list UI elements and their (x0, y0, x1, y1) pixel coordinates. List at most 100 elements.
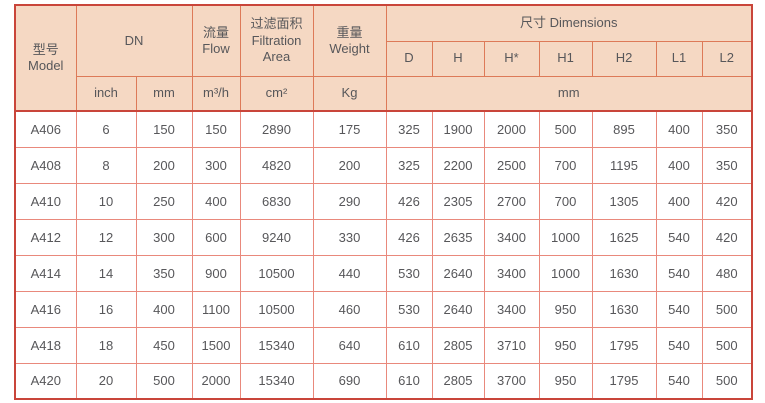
cell-flow: 600 (191, 218, 241, 256)
cell-h1: 700 (538, 182, 593, 220)
cell-mm: 500 (135, 362, 193, 400)
cell-d: 426 (385, 218, 433, 256)
cell-h2: 1795 (591, 362, 657, 400)
cell-inch: 16 (75, 290, 137, 328)
cell-h1: 950 (538, 290, 593, 328)
cell-mm: 150 (135, 110, 193, 148)
cell-d: 530 (385, 290, 433, 328)
cell-h2: 1630 (591, 290, 657, 328)
cell-h1: 700 (538, 146, 593, 184)
header-unit-inch: inch (75, 75, 137, 112)
table-row: A410 10 250 400 6830 290 426 2305 2700 7… (14, 182, 753, 220)
cell-flow: 900 (191, 254, 241, 292)
cell-l1: 540 (655, 254, 703, 292)
cell-l2: 500 (701, 362, 753, 400)
cell-area: 10500 (239, 254, 314, 292)
cell-weight: 460 (312, 290, 387, 328)
cell-h: 1900 (431, 110, 485, 148)
cell-area: 2890 (239, 110, 314, 148)
header-unit-mm-span: mm (385, 75, 753, 112)
cell-weight: 440 (312, 254, 387, 292)
cell-weight: 200 (312, 146, 387, 184)
cell-weight: 330 (312, 218, 387, 256)
cell-inch: 12 (75, 218, 137, 256)
header-unit-cm2: cm² (239, 75, 314, 112)
cell-h: 2640 (431, 290, 485, 328)
cell-hstar: 2000 (483, 110, 540, 148)
table-row: A418 18 450 1500 15340 640 610 2805 3710… (14, 326, 753, 364)
header-weight: 重量 Weight (312, 4, 387, 77)
cell-flow: 2000 (191, 362, 241, 400)
cell-d: 610 (385, 362, 433, 400)
cell-l1: 540 (655, 290, 703, 328)
header-row-1: 型号 Model DN 流量 Flow 过滤面积 Filtration Area… (14, 4, 753, 112)
cell-l2: 500 (701, 326, 753, 364)
spec-table: 型号 Model DN 流量 Flow 过滤面积 Filtration Area… (14, 4, 753, 400)
cell-weight: 175 (312, 110, 387, 148)
cell-h: 2805 (431, 362, 485, 400)
cell-inch: 6 (75, 110, 137, 148)
cell-inch: 10 (75, 182, 137, 220)
table-header: 型号 Model DN 流量 Flow 过滤面积 Filtration Area… (14, 4, 753, 112)
cell-mm: 400 (135, 290, 193, 328)
cell-l2: 420 (701, 218, 753, 256)
cell-h2: 1305 (591, 182, 657, 220)
cell-d: 610 (385, 326, 433, 364)
cell-flow: 1100 (191, 290, 241, 328)
header-row-2: D H H* H1 H2 L1 L2 (15, 40, 753, 77)
cell-h1: 500 (538, 110, 593, 148)
cell-l1: 400 (655, 110, 703, 148)
cell-d: 426 (385, 182, 433, 220)
cell-l2: 500 (701, 290, 753, 328)
header-dim-h: H (431, 40, 485, 77)
header-model: 型号 Model (14, 4, 77, 112)
header-dn: DN (75, 4, 193, 77)
cell-l1: 540 (655, 362, 703, 400)
cell-l2: 350 (701, 110, 753, 148)
cell-flow: 1500 (191, 326, 241, 364)
cell-area: 15340 (239, 326, 314, 364)
cell-flow: 400 (191, 182, 241, 220)
cell-mm: 200 (135, 146, 193, 184)
cell-weight: 690 (312, 362, 387, 400)
header-unit-kg: Kg (312, 75, 387, 112)
header-dim-l1: L1 (655, 40, 703, 77)
cell-h2: 1625 (591, 218, 657, 256)
cell-d: 325 (385, 146, 433, 184)
cell-hstar: 3400 (483, 254, 540, 292)
cell-h1: 950 (538, 362, 593, 400)
cell-mm: 350 (135, 254, 193, 292)
cell-hstar: 3400 (483, 290, 540, 328)
table-row: A414 14 350 900 10500 440 530 2640 3400 … (14, 254, 753, 292)
table-row: A406 6 150 150 2890 175 325 1900 2000 50… (14, 110, 753, 148)
cell-area: 15340 (239, 362, 314, 400)
cell-mm: 250 (135, 182, 193, 220)
cell-l1: 540 (655, 218, 703, 256)
table-row: A412 12 300 600 9240 330 426 2635 3400 1… (14, 218, 753, 256)
cell-inch: 18 (75, 326, 137, 364)
cell-model: A418 (14, 326, 77, 364)
cell-h1: 1000 (538, 254, 593, 292)
cell-h: 2200 (431, 146, 485, 184)
table-row: A408 8 200 300 4820 200 325 2200 2500 70… (14, 146, 753, 184)
cell-model: A414 (14, 254, 77, 292)
header-dim-l2: L2 (701, 40, 753, 77)
header-dim-d: D (385, 40, 433, 77)
cell-h: 2305 (431, 182, 485, 220)
cell-inch: 8 (75, 146, 137, 184)
cell-model: A416 (14, 290, 77, 328)
header-dim-h1: H1 (538, 40, 593, 77)
cell-d: 325 (385, 110, 433, 148)
cell-h2: 895 (591, 110, 657, 148)
cell-area: 9240 (239, 218, 314, 256)
cell-mm: 300 (135, 218, 193, 256)
header-dim-h2: H2 (591, 40, 657, 77)
header-unit-m3h: m³/h (191, 75, 241, 112)
cell-model: A410 (14, 182, 77, 220)
cell-model: A420 (14, 362, 77, 400)
cell-h: 2635 (431, 218, 485, 256)
cell-l2: 480 (701, 254, 753, 292)
cell-flow: 150 (191, 110, 241, 148)
table-row: A416 16 400 1100 10500 460 530 2640 3400… (14, 290, 753, 328)
